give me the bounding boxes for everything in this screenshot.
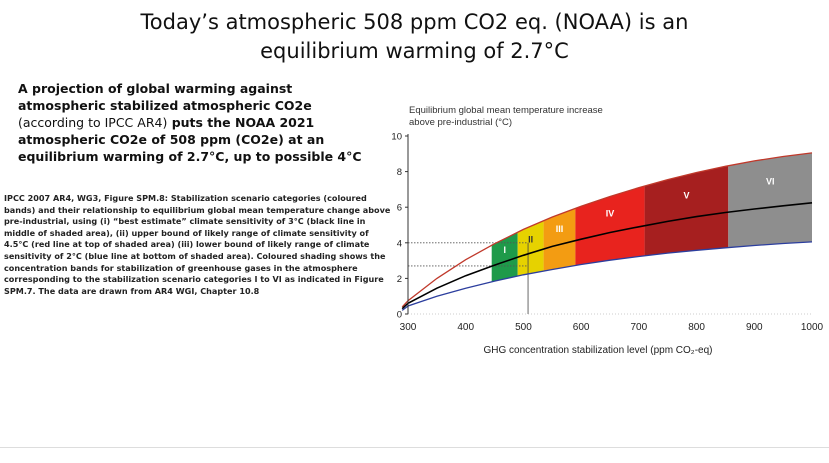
x-tick-label-400: 400 — [457, 322, 474, 333]
bottom-divider — [0, 447, 829, 448]
x-tick-label-700: 700 — [631, 322, 648, 333]
band-iii — [543, 208, 576, 272]
x-tick-label-1000: 1000 — [801, 322, 824, 333]
y-axis-label-line-2: above pre-industrial (°C) — [409, 117, 512, 128]
x-axis-label: GHG concentration stabilization level (p… — [484, 345, 713, 356]
band-label-iii: III — [556, 224, 564, 234]
slide-title-line-2: equilibrium warming of 2.7°C — [260, 39, 569, 63]
y-tick-label-10: 10 — [391, 132, 402, 143]
band-label-v: V — [683, 191, 689, 201]
band-label-ii: II — [528, 234, 533, 244]
slide-title: Today’s atmospheric 508 ppm CO2 eq. (NOA… — [0, 8, 829, 66]
y-tick-label-8: 8 — [397, 167, 402, 178]
warming-chart: Equilibrium global mean temperature incr… — [391, 105, 824, 356]
x-tick-label-900: 900 — [746, 322, 763, 333]
x-tick-label-500: 500 — [515, 322, 532, 333]
y-tick-label-6: 6 — [397, 203, 402, 214]
slide-title-line-1: Today’s atmospheric 508 ppm CO2 eq. (NOA… — [140, 10, 689, 34]
band-label-vi: VI — [766, 176, 775, 186]
intro-text-source: (according to IPCC AR4) — [18, 115, 168, 130]
x-tick-label-600: 600 — [573, 322, 590, 333]
intro-text-1: A projection of global warming against a… — [18, 81, 312, 113]
band-ii — [517, 220, 544, 277]
y-tick-label-0: 0 — [397, 310, 402, 321]
band-iv — [575, 186, 645, 266]
series-line-best — [401, 202, 813, 310]
series-line-lower — [401, 241, 813, 311]
y-tick-label-2: 2 — [397, 274, 402, 285]
y-axis-label-line-1: Equilibrium global mean temperature incr… — [409, 105, 603, 116]
series-line-upper — [401, 152, 813, 308]
x-tick-label-800: 800 — [688, 322, 705, 333]
band-vi — [728, 152, 812, 248]
band-v — [644, 165, 729, 256]
band-i — [491, 232, 518, 282]
figure-caption: IPCC 2007 AR4, WG3, Figure SPM.8: Stabil… — [4, 193, 391, 296]
y-tick-label-4: 4 — [397, 238, 402, 249]
band-label-iv: IV — [606, 209, 615, 219]
x-tick-label-300: 300 — [400, 322, 417, 333]
intro-text-2: puts the NOAA 2021 atmospheric CO2e of 5… — [18, 115, 362, 164]
band-label-i: I — [503, 245, 506, 255]
intro-paragraph: A projection of global warming against a… — [18, 80, 373, 165]
